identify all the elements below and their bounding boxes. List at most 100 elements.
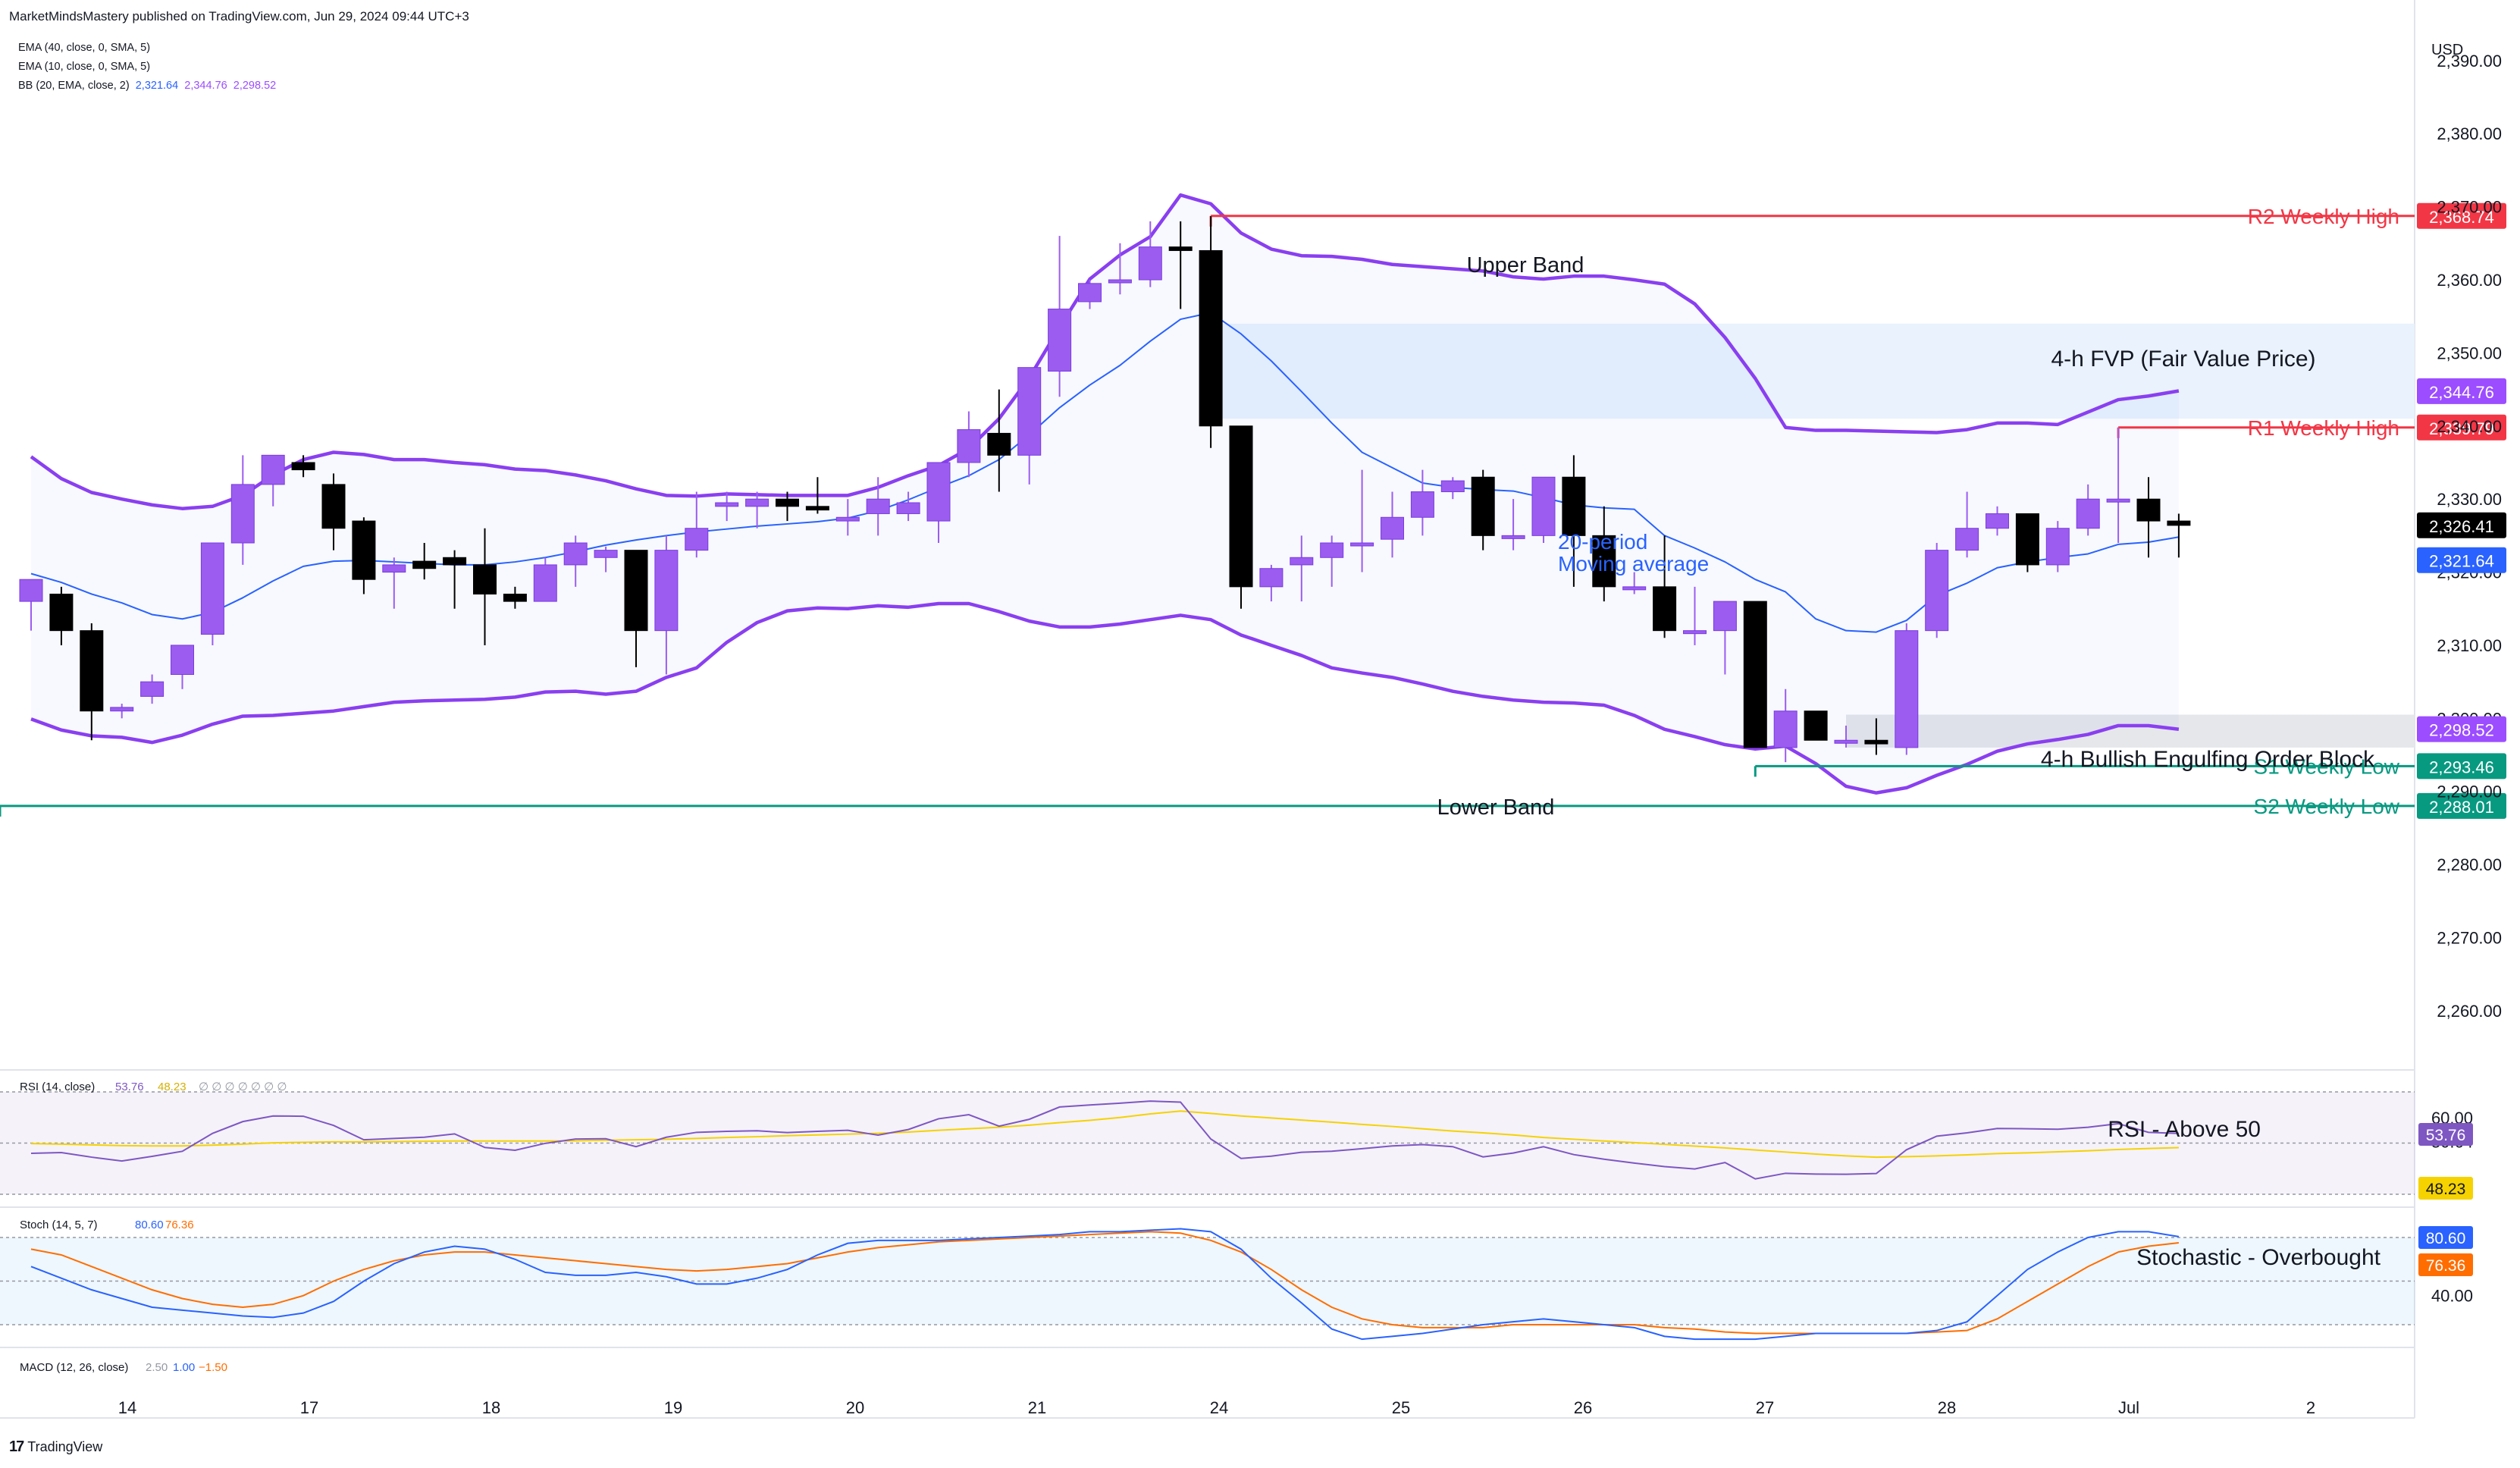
candle-body bbox=[957, 429, 981, 463]
fvp-label: 4-h FVP (Fair Value Price) bbox=[2051, 347, 2316, 372]
tradingview-logo-icon: 17 bbox=[9, 1438, 24, 1455]
candle-body bbox=[2015, 513, 2039, 566]
candle-body bbox=[503, 593, 527, 602]
candle-body bbox=[2136, 498, 2161, 522]
candle-body bbox=[1229, 425, 1253, 588]
publisher-header: MarketMindsMastery published on TradingV… bbox=[9, 9, 469, 24]
candle-body bbox=[866, 498, 890, 514]
level-price-tag-text: 2,368.74 bbox=[2429, 208, 2494, 227]
fvp-zone bbox=[1211, 323, 2415, 419]
macd-title: MACD (12, 26, close) bbox=[20, 1361, 128, 1374]
rsi-legend-value: ∅ ∅ ∅ ∅ ∅ ∅ ∅ bbox=[199, 1081, 287, 1093]
tradingview-logo[interactable]: 17 TradingView bbox=[9, 1438, 102, 1456]
y-tick-label: 2,260.00 bbox=[2437, 1002, 2502, 1021]
candle-body bbox=[776, 498, 799, 507]
bb-lower-value: 2,298.52 bbox=[233, 80, 277, 92]
level-price-tag-text: 2,293.46 bbox=[2429, 758, 2494, 776]
price-tag bbox=[2417, 716, 2506, 742]
lower-band-label: Lower Band bbox=[1437, 795, 1555, 820]
level-label: R2 Weekly High bbox=[2248, 205, 2399, 228]
candle-body bbox=[624, 550, 648, 632]
candle-body bbox=[1440, 480, 1465, 493]
ema10-legend[interactable]: EMA (10, close, 0, SMA, 5) bbox=[18, 61, 151, 73]
candle-body bbox=[1834, 739, 1858, 744]
level-price-tag bbox=[2417, 792, 2506, 819]
upper-band-label: Upper Band bbox=[1467, 253, 1584, 278]
candle-body bbox=[1501, 535, 1525, 539]
x-tick-label: 14 bbox=[118, 1398, 136, 1417]
candle-body bbox=[2076, 498, 2100, 529]
candle-body bbox=[1986, 513, 2009, 529]
candle-body bbox=[926, 462, 951, 522]
candle-body bbox=[654, 550, 679, 632]
bb-legend[interactable]: BB (20, EMA, close, 2) 2,321.64 2,344.76… bbox=[18, 80, 276, 92]
stoch-title: Stoch (14, 5, 7) bbox=[20, 1219, 98, 1231]
candle-body bbox=[1350, 542, 1374, 547]
candle-body bbox=[261, 454, 285, 485]
tradingview-logo-text: TradingView bbox=[27, 1439, 103, 1454]
candle-body bbox=[2167, 520, 2191, 526]
level-label: S2 Weekly Low bbox=[2254, 795, 2400, 818]
candle-body bbox=[1017, 367, 1042, 456]
candle-body bbox=[443, 557, 467, 566]
candle-body bbox=[1925, 550, 1949, 632]
x-tick-label: Jul bbox=[2118, 1398, 2139, 1417]
candle-body bbox=[685, 528, 709, 551]
candle-body bbox=[1048, 309, 1072, 372]
price-tag bbox=[2417, 547, 2506, 573]
macd-legend-value: −1.50 bbox=[199, 1361, 227, 1374]
candle-body bbox=[1683, 630, 1707, 635]
candle-body bbox=[1410, 491, 1434, 518]
stoch-legend-value: 76.36 bbox=[165, 1219, 194, 1231]
candle-body bbox=[1864, 739, 1888, 745]
rsi-title: RSI (14, close) bbox=[20, 1081, 95, 1093]
ma-label-line2: Moving average bbox=[1558, 552, 1709, 576]
candle-body bbox=[230, 484, 255, 544]
candle-body bbox=[1622, 586, 1647, 591]
stoch-price-tag bbox=[2418, 1253, 2473, 1276]
candle-body bbox=[1713, 601, 1737, 632]
price-tag bbox=[2417, 378, 2506, 404]
rsi-line bbox=[30, 1100, 2179, 1180]
candle-body bbox=[49, 593, 74, 632]
stoch-annotation: Stochastic - Overbought bbox=[2136, 1245, 2381, 1270]
candle-body bbox=[805, 506, 829, 511]
y-tick-label: 2,380.00 bbox=[2437, 124, 2502, 143]
order-block-zone bbox=[1846, 714, 2415, 748]
x-tick-label: 20 bbox=[846, 1398, 864, 1417]
x-tick-label: 27 bbox=[1756, 1398, 1774, 1417]
candle-body bbox=[594, 550, 618, 558]
candle-body bbox=[1381, 516, 1404, 540]
candle-body bbox=[835, 516, 860, 522]
ma-label-line1: 20-period bbox=[1558, 530, 1647, 554]
level-price-tag-text: 2,339.79 bbox=[2429, 419, 2494, 438]
candle-body bbox=[1259, 568, 1284, 588]
candle-body bbox=[1773, 710, 1798, 748]
candle-body bbox=[715, 502, 739, 507]
candle-body bbox=[533, 564, 557, 602]
y-tick-label: 2,270.00 bbox=[2437, 929, 2502, 948]
candle-body bbox=[352, 520, 376, 580]
candle-body bbox=[1078, 283, 1102, 303]
candle-body bbox=[80, 630, 104, 712]
candle-body bbox=[1320, 542, 1344, 558]
y-tick-label: 2,350.00 bbox=[2437, 343, 2502, 362]
price-tag bbox=[2417, 512, 2506, 538]
x-tick-label: 26 bbox=[1574, 1398, 1592, 1417]
candle-body bbox=[1955, 528, 1979, 551]
price-tag-text: 2,326.41 bbox=[2429, 517, 2494, 536]
y-tick-label: 2,340.00 bbox=[2437, 417, 2502, 436]
stoch-legend-value: 80.60 bbox=[135, 1219, 164, 1231]
candle-body bbox=[140, 681, 165, 697]
rsi-annotation: RSI - Above 50 bbox=[2108, 1117, 2261, 1142]
y-tick-label: 2,280.00 bbox=[2437, 855, 2502, 874]
price-tag-text: 2,344.76 bbox=[2429, 383, 2494, 402]
y-tick-label: 2,310.00 bbox=[2437, 636, 2502, 655]
candle-body bbox=[1531, 476, 1556, 536]
ema40-legend[interactable]: EMA (40, close, 0, SMA, 5) bbox=[18, 42, 151, 54]
level-price-tag bbox=[2417, 202, 2506, 229]
stoch-y-tick: 40.00 bbox=[2431, 1287, 2473, 1306]
x-tick-label: 19 bbox=[664, 1398, 682, 1417]
candle-body bbox=[321, 484, 346, 529]
